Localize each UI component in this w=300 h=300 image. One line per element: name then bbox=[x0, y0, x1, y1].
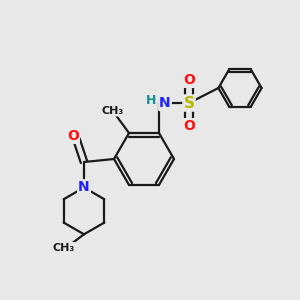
Text: CH₃: CH₃ bbox=[101, 106, 124, 116]
Text: H: H bbox=[146, 94, 156, 107]
Text: S: S bbox=[184, 95, 194, 110]
Text: O: O bbox=[67, 129, 79, 143]
Text: CH₃: CH₃ bbox=[52, 243, 75, 253]
Text: O: O bbox=[183, 119, 195, 133]
Text: N: N bbox=[78, 181, 90, 194]
Text: N: N bbox=[78, 181, 90, 194]
Text: O: O bbox=[183, 73, 195, 87]
Text: N: N bbox=[159, 96, 171, 110]
